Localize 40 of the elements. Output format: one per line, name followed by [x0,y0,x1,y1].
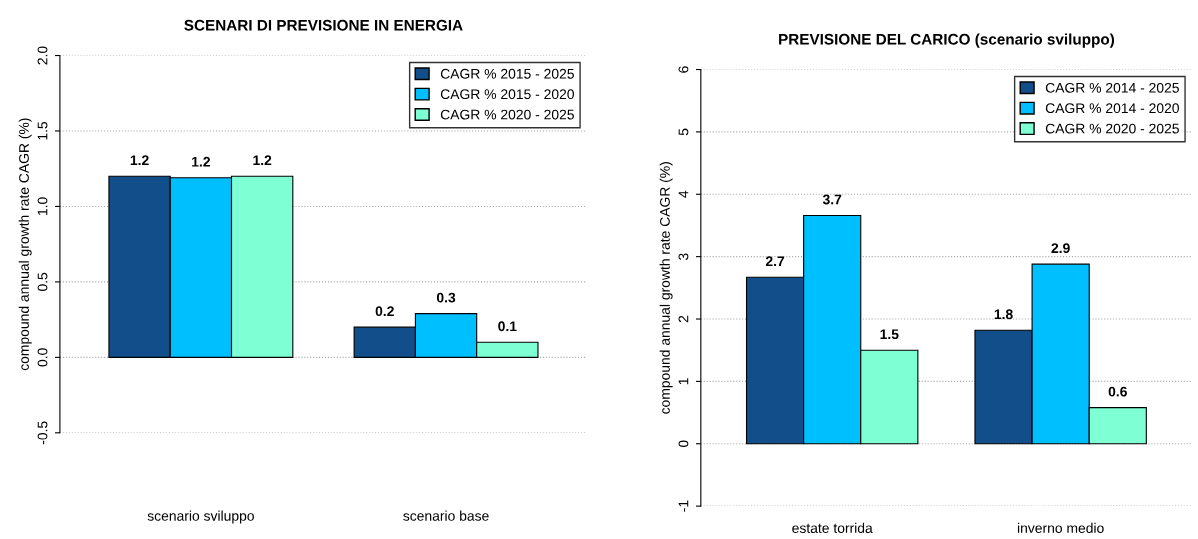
chart-title: PREVISIONE DEL CARICO (scenario sviluppo) [779,33,1115,48]
y-tick-label: -1 [678,500,689,512]
y-tick-label: 4 [678,190,689,198]
data-label: 2.7 [765,256,785,267]
x-tick-label: estate torrida [792,522,873,533]
y-tick-label: 5 [678,128,689,136]
y-tick-label: 6 [678,66,689,73]
legend-label: CAGR % 2020 - 2025 [440,109,574,120]
legend-label: CAGR % 2014 - 2020 [1045,103,1179,114]
legend-label: CAGR % 2015 - 2020 [440,89,574,100]
data-label: 1.5 [880,329,899,340]
y-tick-label: 0 [678,440,689,448]
data-label: 2.9 [1051,243,1070,254]
y-tick-label: 1.5 [37,121,48,140]
legend-label: CAGR % 2014 - 2025 [1045,82,1179,93]
x-tick-label: inverno medio [1017,522,1104,533]
chart-title: SCENARI DI PREVISIONE IN ENERGIA [184,19,463,31]
data-label: 0.3 [436,292,456,303]
x-tick-label: scenario base [403,510,489,521]
data-label: 0.1 [498,321,517,332]
data-label: 0.6 [1108,386,1127,397]
y-tick-label: 0.5 [37,272,48,292]
data-label: 1.2 [192,156,210,167]
legend-label: CAGR % 2015 - 2025 [440,68,574,79]
y-tick-label: -0.5 [37,421,48,445]
y-tick-label: 1 [678,378,689,385]
data-label: 1.2 [130,155,149,166]
data-label: 0.2 [375,306,394,317]
y-tick-label: 2.0 [37,46,48,65]
y-tick-label: 1.0 [37,197,48,216]
data-label: 1.8 [994,309,1013,320]
y-axis-title: compound annual growth rate CAGR (%) [659,162,673,414]
data-label: 1.2 [253,155,272,166]
legend-label: CAGR % 2020 - 2025 [1045,123,1179,134]
y-axis-title: compound annual growth rate CAGR (%) [18,118,32,371]
y-tick-label: 0.0 [37,348,48,367]
y-tick-label: 2 [678,315,689,323]
data-label: 3.7 [822,194,842,205]
y-tick-label: 3 [678,253,689,260]
x-tick-label: scenario sviluppo [147,510,254,524]
